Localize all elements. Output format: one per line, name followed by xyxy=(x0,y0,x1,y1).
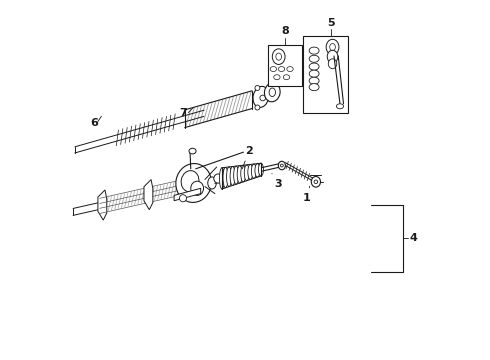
Ellipse shape xyxy=(245,165,249,181)
Ellipse shape xyxy=(278,67,285,72)
Ellipse shape xyxy=(309,77,319,84)
Ellipse shape xyxy=(251,164,256,178)
Ellipse shape xyxy=(278,161,285,170)
Ellipse shape xyxy=(283,75,290,80)
Ellipse shape xyxy=(309,55,319,62)
Ellipse shape xyxy=(260,95,266,101)
Text: 1: 1 xyxy=(303,186,311,203)
Ellipse shape xyxy=(330,44,335,51)
Ellipse shape xyxy=(258,163,264,176)
Ellipse shape xyxy=(241,165,245,182)
Ellipse shape xyxy=(287,67,293,72)
Ellipse shape xyxy=(191,181,203,195)
Ellipse shape xyxy=(280,164,283,167)
Ellipse shape xyxy=(208,177,216,189)
Ellipse shape xyxy=(327,50,338,63)
Ellipse shape xyxy=(270,67,276,72)
Ellipse shape xyxy=(309,63,319,70)
Ellipse shape xyxy=(253,86,269,107)
Ellipse shape xyxy=(230,167,235,185)
Ellipse shape xyxy=(220,168,224,189)
Text: 6: 6 xyxy=(91,118,98,128)
Ellipse shape xyxy=(181,171,199,192)
Ellipse shape xyxy=(337,104,343,109)
Text: 7: 7 xyxy=(179,108,187,118)
Ellipse shape xyxy=(226,167,232,186)
Text: 3: 3 xyxy=(272,174,282,189)
Ellipse shape xyxy=(176,163,211,202)
Ellipse shape xyxy=(223,167,228,188)
Polygon shape xyxy=(98,190,107,220)
Ellipse shape xyxy=(326,39,339,55)
Ellipse shape xyxy=(265,83,280,102)
Ellipse shape xyxy=(255,105,260,110)
Polygon shape xyxy=(174,188,201,201)
Text: 2: 2 xyxy=(243,145,253,169)
Ellipse shape xyxy=(328,59,337,69)
Ellipse shape xyxy=(255,164,260,177)
Bar xyxy=(303,36,348,113)
Text: 4: 4 xyxy=(409,234,417,243)
Ellipse shape xyxy=(309,70,319,77)
Ellipse shape xyxy=(237,166,242,183)
Ellipse shape xyxy=(309,84,319,91)
Ellipse shape xyxy=(179,195,187,202)
Text: 8: 8 xyxy=(281,26,289,36)
Ellipse shape xyxy=(234,166,239,184)
Ellipse shape xyxy=(214,174,222,183)
Text: 5: 5 xyxy=(327,18,335,28)
Polygon shape xyxy=(144,180,153,210)
Ellipse shape xyxy=(309,47,319,54)
Ellipse shape xyxy=(189,148,196,154)
Ellipse shape xyxy=(255,86,260,90)
Bar xyxy=(268,45,302,86)
Ellipse shape xyxy=(274,75,280,80)
Ellipse shape xyxy=(272,49,285,64)
Ellipse shape xyxy=(248,165,253,180)
Ellipse shape xyxy=(314,180,318,184)
Ellipse shape xyxy=(276,53,282,60)
Ellipse shape xyxy=(311,176,320,187)
Ellipse shape xyxy=(269,88,275,96)
